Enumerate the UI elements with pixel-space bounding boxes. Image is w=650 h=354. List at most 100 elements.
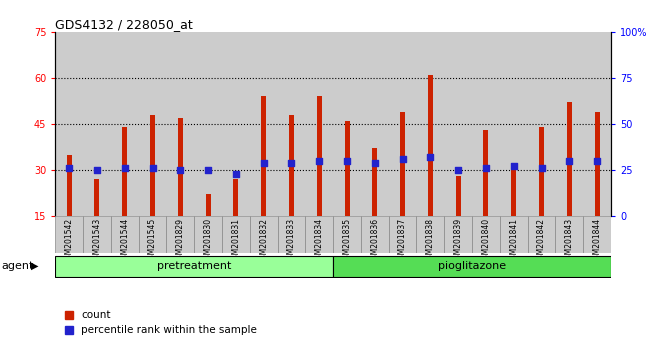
Point	[175, 167, 185, 173]
FancyBboxPatch shape	[194, 216, 222, 253]
Text: GSM201837: GSM201837	[398, 218, 407, 264]
Bar	[233, 179, 239, 216]
Bar	[67, 155, 72, 216]
Bar	[317, 96, 322, 216]
FancyBboxPatch shape	[528, 216, 555, 253]
Point	[342, 158, 352, 164]
FancyBboxPatch shape	[472, 216, 500, 253]
Bar	[166, 32, 194, 216]
Bar	[417, 32, 445, 216]
Point	[592, 158, 603, 164]
Bar	[222, 32, 250, 216]
FancyBboxPatch shape	[333, 216, 361, 253]
Bar	[205, 194, 211, 216]
Point	[148, 165, 158, 171]
Text: agent: agent	[1, 261, 34, 271]
Text: ▶: ▶	[31, 261, 39, 271]
FancyBboxPatch shape	[306, 216, 333, 253]
Bar	[194, 32, 222, 216]
Legend: count, percentile rank within the sample: count, percentile rank within the sample	[60, 306, 261, 339]
FancyBboxPatch shape	[166, 216, 194, 253]
Point	[64, 165, 74, 171]
Bar	[583, 32, 611, 216]
Text: GSM201832: GSM201832	[259, 218, 268, 264]
Text: pretreatment: pretreatment	[157, 261, 231, 272]
FancyBboxPatch shape	[555, 216, 583, 253]
FancyBboxPatch shape	[361, 216, 389, 253]
Bar	[83, 32, 111, 216]
Point	[92, 167, 102, 173]
Point	[286, 160, 296, 165]
Bar	[372, 148, 377, 216]
FancyBboxPatch shape	[222, 216, 250, 253]
Text: GSM201836: GSM201836	[370, 218, 380, 264]
Bar	[150, 115, 155, 216]
Bar	[528, 32, 556, 216]
Text: GSM201839: GSM201839	[454, 218, 463, 264]
Bar	[567, 102, 572, 216]
Point	[314, 158, 324, 164]
Text: GSM201830: GSM201830	[203, 218, 213, 264]
Bar	[111, 32, 138, 216]
Bar	[261, 96, 266, 216]
FancyBboxPatch shape	[389, 216, 417, 253]
Text: GSM201841: GSM201841	[509, 218, 518, 264]
Bar	[400, 112, 405, 216]
Bar	[428, 75, 433, 216]
Point	[481, 165, 491, 171]
Text: GSM201544: GSM201544	[120, 218, 129, 264]
Bar	[278, 32, 306, 216]
FancyBboxPatch shape	[333, 256, 611, 277]
Point	[203, 167, 213, 173]
FancyBboxPatch shape	[55, 216, 83, 253]
Bar	[539, 127, 544, 216]
Bar	[178, 118, 183, 216]
FancyBboxPatch shape	[250, 216, 278, 253]
Point	[453, 167, 463, 173]
Text: GSM201833: GSM201833	[287, 218, 296, 264]
Bar	[250, 32, 278, 216]
Bar	[456, 176, 461, 216]
Bar	[595, 112, 599, 216]
Point	[370, 160, 380, 165]
Text: GSM201838: GSM201838	[426, 218, 435, 264]
Point	[425, 154, 436, 160]
Text: GSM201844: GSM201844	[593, 218, 602, 264]
Bar	[138, 32, 166, 216]
Bar	[344, 121, 350, 216]
Bar	[389, 32, 417, 216]
Point	[536, 165, 547, 171]
Point	[231, 171, 241, 176]
FancyBboxPatch shape	[500, 216, 528, 253]
Point	[259, 160, 269, 165]
FancyBboxPatch shape	[583, 216, 611, 253]
Bar	[555, 32, 583, 216]
Bar	[361, 32, 389, 216]
FancyBboxPatch shape	[278, 216, 306, 253]
Bar	[122, 127, 127, 216]
Text: GSM201831: GSM201831	[231, 218, 240, 264]
Text: GSM201842: GSM201842	[537, 218, 546, 264]
Bar	[484, 130, 488, 216]
FancyBboxPatch shape	[111, 216, 138, 253]
Bar	[512, 164, 516, 216]
Bar	[445, 32, 472, 216]
Text: GDS4132 / 228050_at: GDS4132 / 228050_at	[55, 18, 193, 31]
Point	[397, 156, 408, 162]
FancyBboxPatch shape	[55, 256, 333, 277]
Text: pioglitazone: pioglitazone	[438, 261, 506, 272]
Bar	[55, 32, 83, 216]
Bar	[472, 32, 500, 216]
Text: GSM201542: GSM201542	[64, 218, 73, 264]
Point	[564, 158, 575, 164]
Text: GSM201840: GSM201840	[482, 218, 491, 264]
Text: GSM201829: GSM201829	[176, 218, 185, 264]
Bar	[333, 32, 361, 216]
FancyBboxPatch shape	[83, 216, 111, 253]
Text: GSM201843: GSM201843	[565, 218, 574, 264]
Text: GSM201835: GSM201835	[343, 218, 352, 264]
Bar	[500, 32, 528, 216]
Bar	[289, 115, 294, 216]
Bar	[94, 179, 99, 216]
Text: GSM201545: GSM201545	[148, 218, 157, 264]
